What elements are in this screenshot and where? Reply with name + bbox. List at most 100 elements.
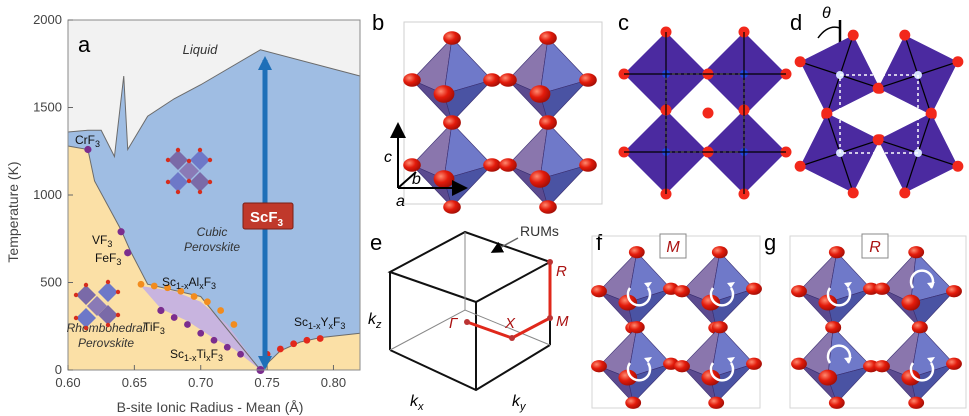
axis-label-b: b [412, 171, 421, 188]
series-point [290, 340, 298, 348]
axis-ticks: 0.60 0.65 0.70 0.75 0.80 0 500 1000 1500 2000 [33, 12, 346, 390]
series-point [210, 336, 218, 344]
series-point [237, 350, 244, 358]
octahedra-group [403, 31, 597, 214]
cubic-label-line1: Cubic [197, 225, 228, 239]
panel-label-f: f [596, 230, 603, 255]
bz-cube [387, 230, 553, 392]
axis-label-c: c [384, 149, 392, 166]
ky-label: ky [512, 393, 527, 413]
panel-e-brillouin-zone: e RUMs R M X Γ kz kx ky [368, 223, 569, 413]
tif3-label: TiF3 [143, 320, 165, 336]
kx-label: kx [410, 393, 424, 413]
melting-curve [67, 49, 361, 159]
y-tick-label: 0 [55, 362, 62, 377]
g-frame [789, 235, 967, 409]
series-point [203, 298, 211, 306]
compound-point [124, 249, 132, 257]
axes-triad: c b a [384, 122, 468, 210]
f-octahedra [591, 246, 762, 409]
gamma-point [464, 319, 470, 325]
series-point [190, 293, 198, 300]
y-tick-label: 500 [40, 275, 62, 290]
tilted-projection [794, 29, 964, 199]
arrow-head-bottom [258, 356, 272, 370]
r-label-box [861, 233, 889, 259]
rums-label: RUMs [520, 223, 559, 239]
alloy-region [141, 286, 261, 370]
liquid-label: Liquid [183, 42, 218, 57]
series-point [276, 345, 284, 353]
label-x: X [504, 315, 516, 332]
cubic-structure-icon [165, 147, 213, 195]
panel-d-tilted: d θ [790, 5, 964, 199]
x-tick-label: 0.70 [188, 375, 213, 390]
kz-label: kz [368, 311, 382, 331]
series-point [316, 335, 324, 342]
panel-label-a: a [78, 32, 91, 57]
sc-y-f3-label: Sc1-xYxF3 [294, 315, 345, 331]
fef3-label: FeF3 [95, 251, 121, 267]
series-point [197, 329, 205, 337]
panel-b-crystal: b c b a [372, 10, 603, 214]
axis-label-a: a [396, 193, 405, 210]
x-tick-label: 0.60 [55, 375, 80, 390]
plot-area [67, 19, 361, 374]
rhombohedral-structure-icon [73, 279, 121, 331]
series-point [137, 280, 145, 288]
label-r: R [556, 263, 567, 280]
x-tick-label: 0.75 [254, 375, 279, 390]
phase-diagram: 0.60 0.65 0.70 0.75 0.80 0 500 1000 1500 2000 Tem… [5, 12, 361, 415]
m-point [547, 315, 553, 321]
sc-ti-f3-label: Sc1-xTixF3 [170, 347, 223, 363]
panel-g-r-mode: g R [764, 230, 967, 409]
x-point [509, 335, 515, 341]
y-tick-label: 1500 [33, 100, 62, 115]
series-point [223, 343, 231, 351]
cubic-region [68, 49, 360, 370]
panel-label-b: b [372, 10, 384, 35]
series-point [230, 321, 238, 328]
series-point [164, 284, 171, 292]
scf3-label: ScF3 [250, 209, 284, 229]
y-tick-label: 2000 [33, 12, 62, 27]
vf3-label: VF3 [92, 233, 112, 249]
a-axis-arrow [397, 171, 417, 189]
rhombohedral-region [68, 146, 360, 370]
rhombohedral-label-line2: Perovskite [78, 336, 134, 350]
x-tick-label: 0.65 [122, 375, 147, 390]
panel-label-d: d [790, 10, 802, 35]
compound-point [84, 145, 92, 154]
panel-label-c: c [618, 10, 629, 35]
y-axis-label: Temperature (K) [5, 161, 21, 262]
panel-c-projection: c [618, 10, 792, 200]
x-tick-label: 0.80 [321, 375, 346, 390]
y-tick-label: 1000 [33, 187, 62, 202]
r-label: R [869, 239, 881, 256]
m-label: M [666, 239, 680, 256]
g-octahedra [791, 246, 962, 409]
compound-point [157, 306, 165, 315]
series-point [303, 336, 311, 344]
unit-cell-frame [403, 21, 603, 205]
m-label-box [659, 233, 687, 259]
rums-pointer [490, 237, 519, 253]
crf3-label: CrF3 [75, 133, 100, 149]
cubic-label-line2: Perovskite [184, 240, 240, 254]
compound-point [117, 228, 125, 236]
panel-label-e: e [370, 230, 382, 255]
series-point [177, 287, 185, 295]
arrow-head-top [258, 56, 272, 70]
panel-f-m-mode: f M [591, 230, 762, 409]
r-point [547, 259, 553, 265]
theta-arc [817, 26, 841, 39]
label-gamma: Γ [449, 315, 459, 332]
series-point [150, 282, 158, 290]
series-point [217, 307, 225, 314]
rum-path [466, 262, 552, 340]
cubic-projection [618, 26, 792, 200]
panel-label-g: g [764, 230, 776, 255]
scf3-label-box: ScF3 [242, 202, 294, 230]
sc-al-f3-label: Sc1-xAlxF3 [162, 275, 216, 291]
